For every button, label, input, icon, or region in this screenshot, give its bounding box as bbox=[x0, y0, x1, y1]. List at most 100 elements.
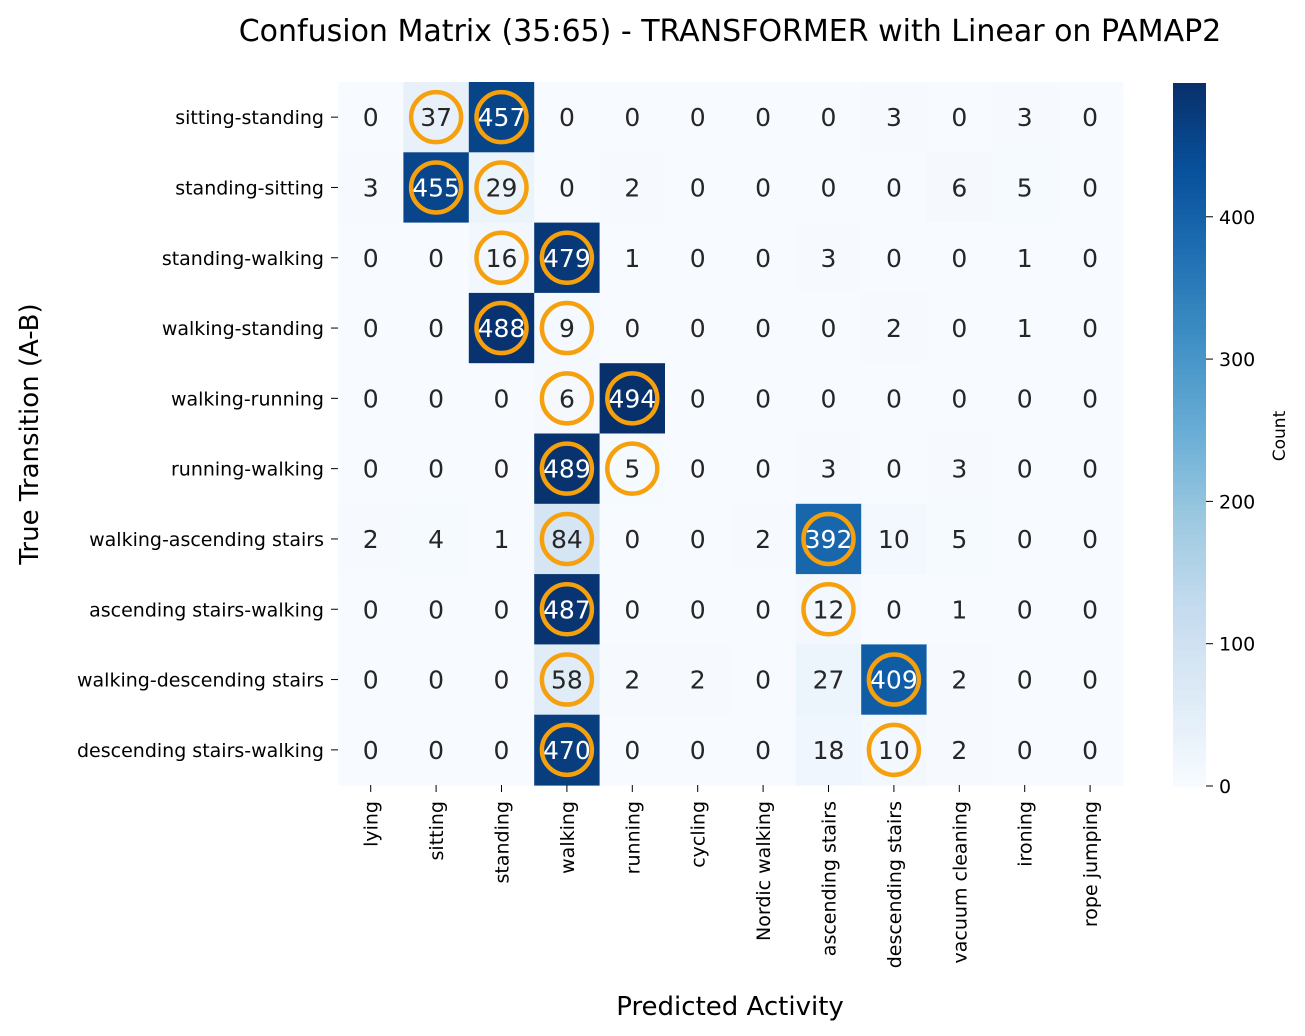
colorbar-segment bbox=[1173, 549, 1206, 556]
colorbar-segment bbox=[1173, 319, 1206, 325]
heatmap-cell bbox=[665, 152, 731, 224]
heatmap-cell bbox=[665, 644, 731, 716]
colorbar-segment bbox=[1173, 364, 1206, 370]
colorbar-segment bbox=[1173, 745, 1206, 752]
cell-value: 0 bbox=[821, 103, 837, 132]
colorbar-segment bbox=[1173, 580, 1206, 586]
x-tick-label: running bbox=[622, 801, 644, 874]
heatmap-cell bbox=[926, 82, 993, 153]
colorbar-segment bbox=[1173, 494, 1206, 501]
heatmap-cell bbox=[534, 152, 601, 224]
colorbar-segment bbox=[1173, 630, 1206, 636]
cell-value: 409 bbox=[870, 666, 918, 695]
colorbar-segment bbox=[1173, 349, 1206, 355]
cell-value: 1 bbox=[1017, 314, 1033, 343]
heatmap-cell bbox=[992, 82, 1058, 153]
cell-value: 0 bbox=[494, 455, 510, 484]
cell-value: 0 bbox=[363, 244, 379, 273]
cell-value: 0 bbox=[624, 736, 640, 765]
heatmap-cell bbox=[468, 644, 535, 716]
colorbar-segment bbox=[1173, 228, 1206, 235]
colorbar-segment bbox=[1173, 504, 1206, 511]
cell-value: 0 bbox=[494, 666, 510, 695]
colorbar-segment bbox=[1173, 615, 1206, 621]
colorbar-segment bbox=[1173, 258, 1206, 265]
colorbar-segment bbox=[1173, 730, 1206, 737]
cell-value: 0 bbox=[494, 736, 510, 765]
heatmap-cell bbox=[730, 222, 797, 294]
cell-value: 0 bbox=[690, 455, 706, 484]
cell-value: 0 bbox=[1082, 525, 1098, 554]
x-tick-label: sitting bbox=[426, 801, 448, 860]
colorbar-segment bbox=[1173, 775, 1206, 782]
colorbar-segment bbox=[1173, 700, 1206, 707]
colorbar-segment bbox=[1173, 128, 1206, 134]
colorbar-tick-label: 400 bbox=[1219, 207, 1255, 229]
colorbar-segment bbox=[1173, 263, 1206, 270]
highlight-circle bbox=[474, 230, 529, 285]
colorbar-segment bbox=[1173, 705, 1206, 712]
colorbar-segment bbox=[1173, 334, 1206, 340]
heatmap-cell bbox=[992, 152, 1058, 224]
heatmap-cell bbox=[1057, 644, 1124, 716]
heatmap-cell bbox=[599, 292, 666, 364]
colorbar-segment bbox=[1173, 655, 1206, 662]
x-tick-labels: lying sitting standing walking running cyclin… bbox=[361, 785, 1102, 968]
cell-value: 2 bbox=[363, 525, 379, 554]
cell-value: 12 bbox=[813, 595, 845, 624]
y-tick-labels: sitting-standing standing-sitting standing… bbox=[77, 107, 338, 762]
cell-value: 0 bbox=[363, 736, 379, 765]
heatmap-cell bbox=[1057, 82, 1124, 153]
colorbar-segment bbox=[1173, 424, 1206, 431]
x-tick-label: lying bbox=[361, 801, 383, 847]
cell-value: 0 bbox=[690, 244, 706, 273]
heatmap-cell bbox=[926, 152, 993, 224]
cell-value: 0 bbox=[363, 103, 379, 132]
heatmap-cell bbox=[992, 433, 1058, 505]
highlight-circle bbox=[539, 441, 595, 496]
cell-value: 0 bbox=[886, 384, 902, 413]
cell-value: 0 bbox=[951, 103, 967, 132]
colorbar-segment bbox=[1173, 283, 1206, 290]
y-tick-label: standing-walking bbox=[162, 248, 324, 270]
colorbar-segment bbox=[1173, 138, 1206, 144]
colorbar-segment bbox=[1173, 374, 1206, 380]
colorbar-segment bbox=[1173, 750, 1206, 757]
cell-value: 455 bbox=[412, 173, 460, 202]
colorbar-segment bbox=[1173, 610, 1206, 616]
cell-value: 0 bbox=[690, 103, 706, 132]
cell-value: 479 bbox=[543, 244, 591, 273]
cell-value: 5 bbox=[1017, 173, 1033, 202]
cell-value: 3 bbox=[886, 103, 902, 132]
cell-value: 0 bbox=[363, 314, 379, 343]
colorbar-segment bbox=[1173, 303, 1206, 310]
cell-value: 2 bbox=[624, 666, 640, 695]
highlight-circle bbox=[408, 160, 464, 215]
colorbar-segment bbox=[1173, 163, 1206, 169]
heatmap-cell bbox=[338, 574, 404, 645]
colorbar-segment bbox=[1173, 519, 1206, 526]
colorbar-segment bbox=[1173, 434, 1206, 441]
heatmap-cell bbox=[730, 714, 797, 786]
colorbar-segment bbox=[1173, 344, 1206, 350]
heatmap-cell bbox=[730, 433, 797, 505]
cell-value: 0 bbox=[690, 525, 706, 554]
heatmap-cell bbox=[403, 292, 470, 364]
heatmap-cell bbox=[730, 574, 797, 645]
colorbar-segment bbox=[1173, 354, 1206, 360]
cell-value: 0 bbox=[1082, 103, 1098, 132]
heatmap-cell bbox=[468, 503, 535, 575]
colorbar-segment bbox=[1173, 499, 1206, 506]
colorbar-segment bbox=[1173, 539, 1206, 546]
highlight-circle bbox=[539, 371, 595, 426]
colorbar-segment bbox=[1173, 168, 1206, 174]
heatmap-cell bbox=[992, 644, 1058, 716]
colorbar-segment bbox=[1173, 198, 1206, 205]
cell-value: 0 bbox=[624, 525, 640, 554]
colorbar-segment bbox=[1173, 158, 1206, 164]
highlight-circle bbox=[539, 722, 595, 778]
cell-value: 0 bbox=[1017, 384, 1033, 413]
cell-value: 0 bbox=[1017, 455, 1033, 484]
highlight-circle bbox=[539, 652, 595, 707]
cell-value: 0 bbox=[428, 455, 444, 484]
